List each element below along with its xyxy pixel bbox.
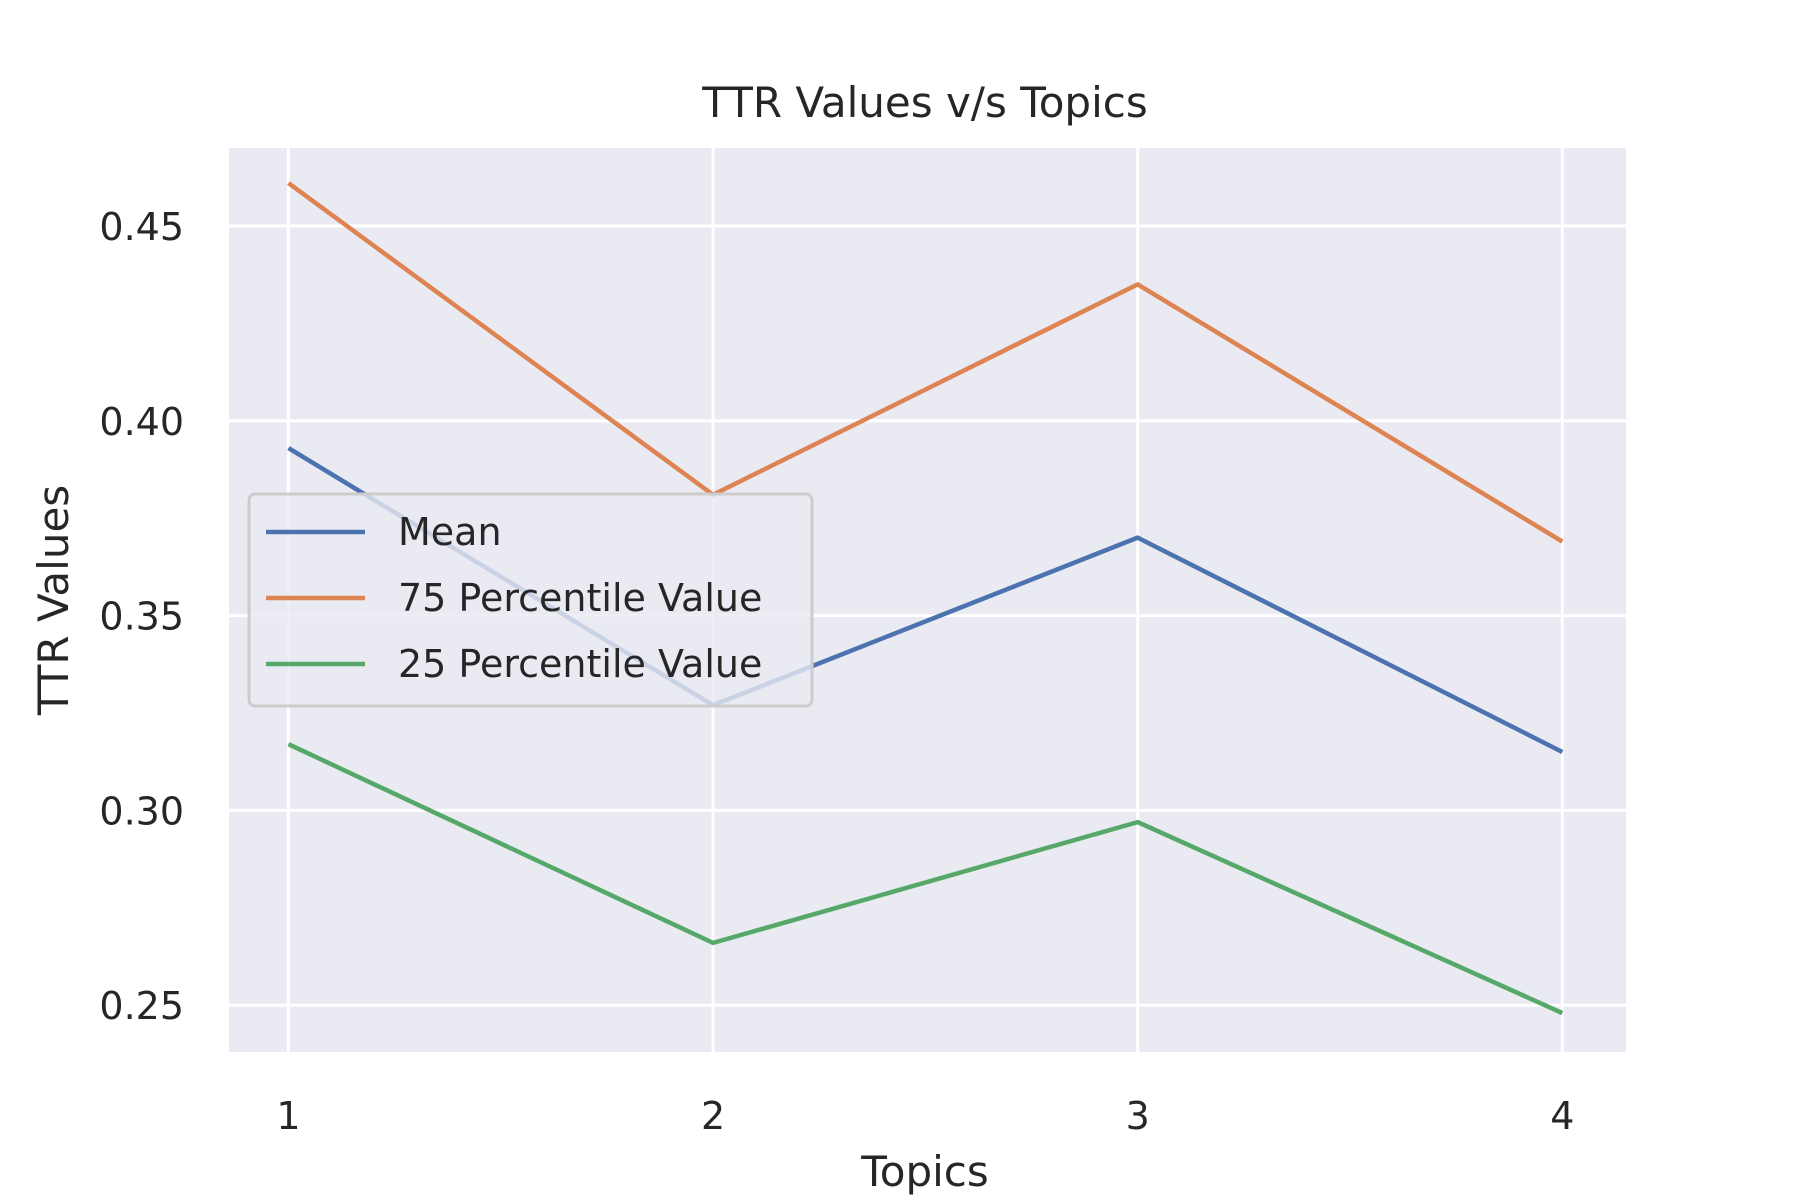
y-tick-label-1: 0.30 [99,789,184,833]
x-tick-label-3: 4 [1550,1094,1574,1138]
legend-box [247,492,814,708]
y-tick-label-4: 0.45 [99,205,184,249]
x-tick-label-2: 3 [1126,1094,1150,1138]
y-tick-label-3: 0.40 [99,400,184,444]
chart-title: TTR Values v/s Topics [701,78,1147,127]
y-tick-label-2: 0.35 [99,595,184,639]
series-line-2 [287,742,1564,1016]
x-tick-label-0: 1 [276,1094,300,1138]
legend: Mean 75 Percentile Value 25 Percentile Val… [247,492,814,708]
tick-labels: 0.25 0.30 0.35 0.40 0.45 1 2 3 4 [99,205,1574,1138]
legend-label-2: 25 Percentile Value [398,642,762,686]
x-axis-label: Topics [860,1147,989,1196]
y-axis-label: TTR Values [29,485,78,716]
x-tick-label-1: 2 [701,1094,725,1138]
legend-label-0: Mean [398,510,502,554]
y-tick-label-0: 0.25 [99,984,184,1028]
legend-label-1: 75 Percentile Value [398,576,762,620]
series-line-1 [287,181,1564,544]
